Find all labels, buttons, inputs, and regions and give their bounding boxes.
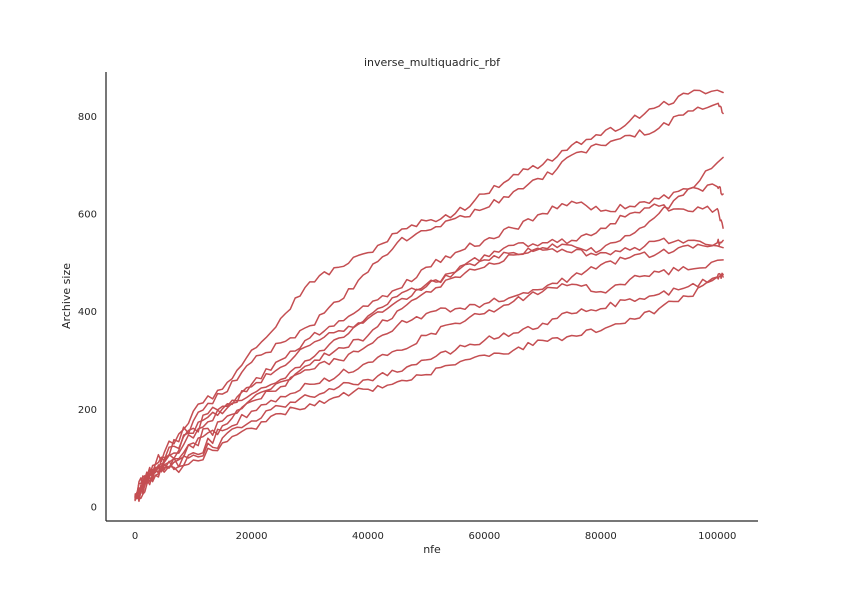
series-line: [134, 183, 724, 495]
y-axis-ticks: 0 200 400 600 800: [78, 112, 97, 513]
series-line: [134, 272, 724, 503]
series-line: [134, 89, 724, 500]
x-tick-label: 40000: [352, 531, 384, 542]
x-tick-label: 100000: [698, 531, 736, 542]
series-line: [134, 238, 724, 498]
x-tick-label: 60000: [468, 531, 500, 542]
y-axis-label: Archive size: [60, 263, 73, 329]
x-axis-label: nfe: [423, 543, 441, 556]
y-tick-label: 200: [78, 405, 97, 416]
x-tick-label: 0: [132, 531, 138, 542]
series-line: [134, 237, 724, 500]
x-tick-label: 20000: [236, 531, 268, 542]
series-line: [134, 102, 724, 498]
y-tick-label: 0: [91, 502, 97, 513]
series-line: [134, 156, 724, 499]
x-tick-label: 80000: [585, 531, 617, 542]
chart-title: inverse_multiquadric_rbf: [364, 56, 501, 69]
y-tick-label: 800: [78, 112, 97, 123]
y-tick-label: 400: [78, 307, 97, 318]
x-axis-ticks: 0 20000 40000 60000 80000 100000: [132, 531, 736, 542]
y-tick-label: 600: [78, 210, 97, 221]
series-line: [134, 259, 724, 502]
series-line: [134, 273, 724, 499]
series-line: [134, 203, 724, 497]
series-lines: [134, 89, 724, 503]
